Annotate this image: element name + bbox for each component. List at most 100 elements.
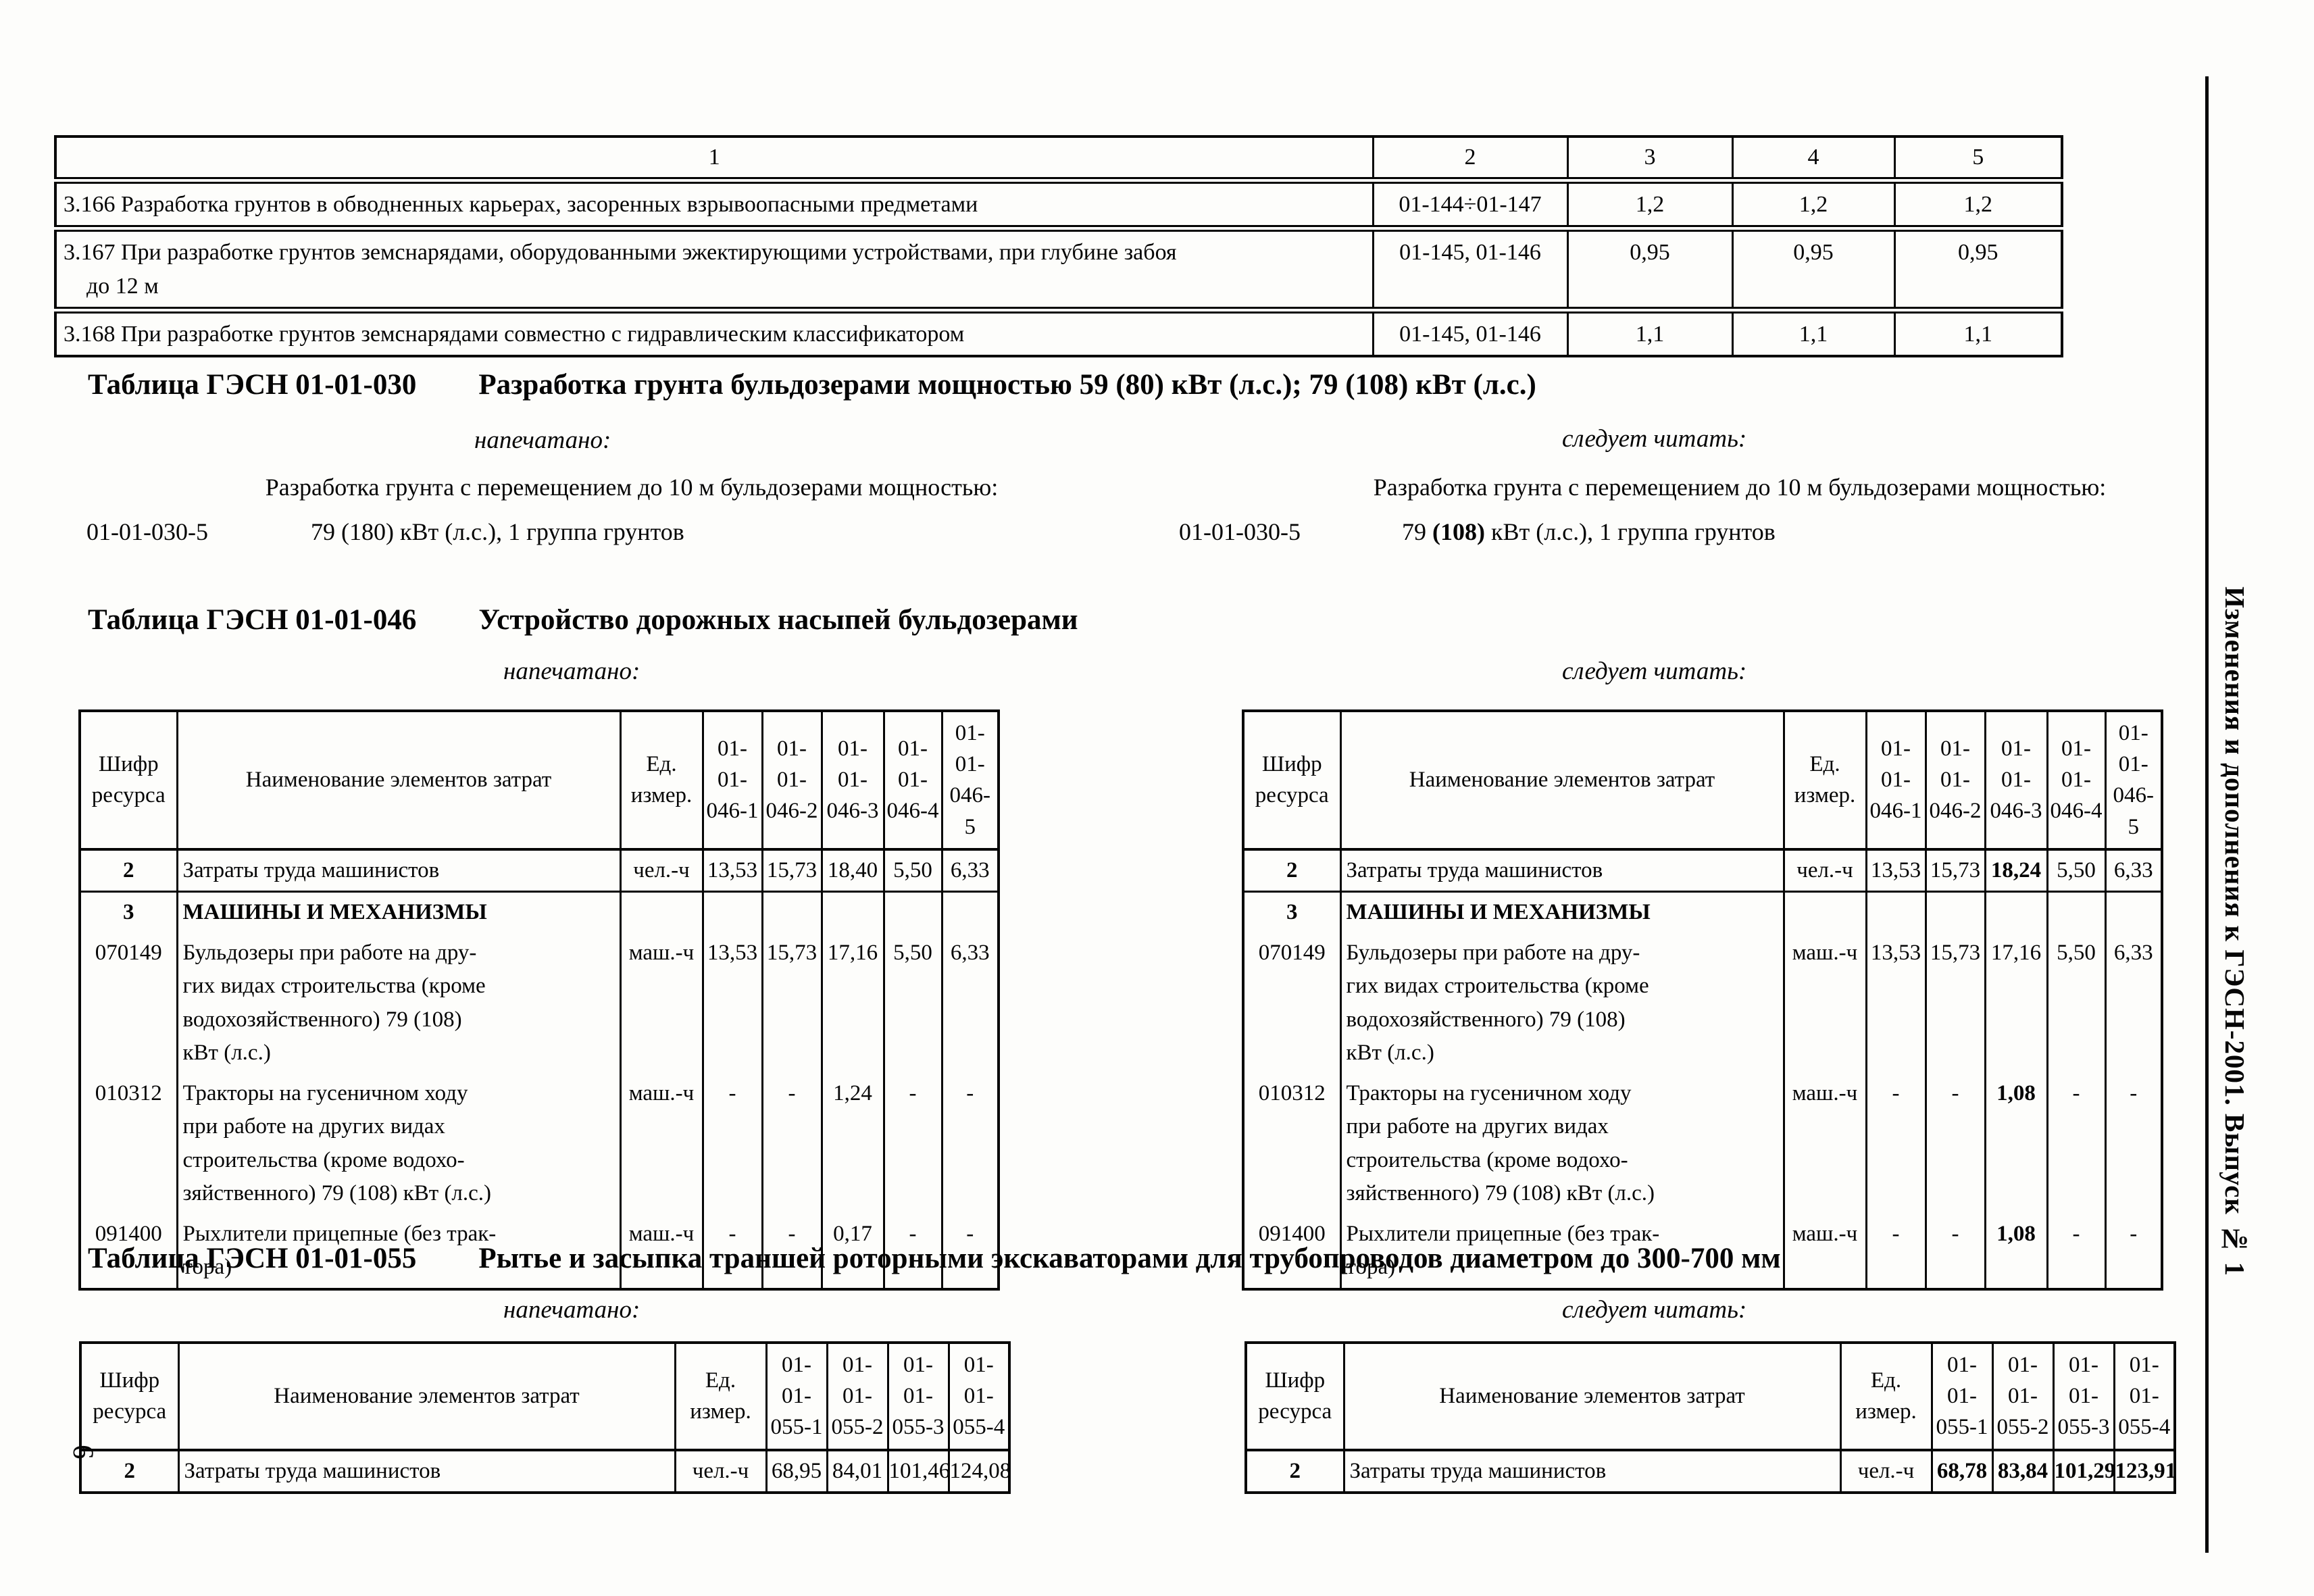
unit-cell: маш.-ч [619, 1214, 703, 1289]
value-cell-corrected: 83,84 [1991, 1449, 2053, 1493]
name-cell: Бульдозеры при работе на дру- гих видах … [1339, 932, 1784, 1074]
table-row: 2 Затраты труда машинистов чел.-ч 13,53 … [1243, 849, 2162, 893]
corrected-046-table: Шифр ресурса Наименование элементов затр… [1242, 709, 2163, 1291]
gesn-header-row: Шифр ресурса Наименование элементов затр… [1243, 711, 2162, 851]
value-cell: 15,73 [761, 932, 822, 1074]
value-cell: - [1865, 1073, 1926, 1214]
table-description: Рытье и засыпка траншей роторными экскав… [478, 1243, 1781, 1274]
value-cell [882, 891, 942, 933]
value-cell [1865, 891, 1926, 933]
name-cell: Бульдозеры при работе на дру- гих видах … [176, 932, 620, 1074]
table-row: 3 МАШИНЫ И МЕХАНИЗМЫ [1243, 891, 2162, 933]
unit-header: Ед. измер. [1839, 1343, 1932, 1451]
factor-value-cell: 1,2 [1893, 180, 2062, 232]
value-cell: 5,50 [882, 932, 942, 1074]
factor-value-cell: 1,2 [1566, 180, 1732, 232]
factors-header-row: 1 2 3 4 5 [55, 136, 2062, 184]
column-header: 4 [1731, 136, 1894, 184]
value-cell: - [761, 1073, 822, 1214]
unit-cell: чел.-ч [1839, 1449, 1932, 1493]
value-cell: 15,73 [1924, 932, 1985, 1074]
value-cell-corrected: 123,91 [2113, 1449, 2176, 1493]
name-cell: Затраты труда машинистов [1342, 1449, 1840, 1493]
value-cell: - [882, 1214, 942, 1289]
resource-code-cell: 010312 [1258, 1080, 1326, 1105]
value-cell: 5,50 [882, 849, 942, 893]
norm-col-header: 01-01- 046-2 [761, 711, 822, 851]
printed-label: напечатано: [503, 1296, 640, 1324]
value-cell [761, 891, 822, 933]
resource-code-cell: 070149 [95, 940, 162, 965]
printed-046-table: Шифр ресурса Наименование элементов затр… [78, 709, 1000, 1291]
factor-codes-cell: 01-145, 01-146 [1372, 309, 1567, 357]
gesn-header-row: Шифр ресурса Наименование элементов затр… [80, 1343, 1009, 1451]
value-cell: - [761, 1214, 822, 1289]
value-cell [940, 891, 999, 933]
value-cell: 17,16 [820, 932, 884, 1074]
value-cell: - [2046, 1214, 2105, 1289]
table-row: 070149 Бульдозеры при работе на дру- гих… [80, 932, 999, 1074]
item-text: 79 [1402, 518, 1432, 545]
value-cell: 15,73 [1924, 849, 1985, 893]
norm-col-header: 01-01- 046-1 [701, 711, 762, 851]
value-cell: - [2104, 1214, 2162, 1289]
value-cell: 13,53 [701, 932, 762, 1074]
norm-col-header: 01-01- 046-4 [882, 711, 942, 851]
factor-name-cell: 3.167 При разработке грунтов земснарядам… [55, 228, 1373, 314]
factor-value-cell: 1,2 [1731, 180, 1894, 232]
corrected-item-code-030: 01-01-030-5 [1179, 518, 1301, 545]
value-cell: - [882, 1073, 942, 1214]
name-header: Наименование элементов затрат [177, 1343, 675, 1451]
printed-intro-030: Разработка грунта с перемещением до 10 м… [265, 474, 999, 501]
table-row: 3.166 Разработка грунтов в обводненных к… [55, 180, 2062, 232]
unit-cell: маш.-ч [619, 932, 703, 1074]
value-cell: 6,33 [2104, 932, 2162, 1074]
name-cell: МАШИНЫ И МЕХАНИЗМЫ [1339, 891, 1784, 933]
value-cell: - [701, 1214, 762, 1289]
value-cell: 84,01 [826, 1449, 888, 1493]
resource-code-cell: 2 [1243, 849, 1340, 893]
factor-codes-cell: 01-145, 01-146 [1372, 228, 1567, 314]
value-cell: - [940, 1214, 999, 1289]
resource-code-cell: 3 [123, 900, 134, 925]
unit-cell: маш.-ч [1782, 1073, 1866, 1214]
unit-cell: маш.-ч [1782, 932, 1866, 1074]
table-row: 091400 Рыхлители прицепные (без трак- то… [80, 1214, 999, 1289]
section-030-title: Таблица ГЭСН 01-01-030 Разработка грунта … [88, 368, 1536, 401]
resource-code-header: Шифр ресурса [80, 711, 177, 851]
item-text: кВт (л.с.), 1 группа грунтов [393, 518, 684, 545]
gesn-header-row: Шифр ресурса Наименование элементов затр… [80, 711, 999, 851]
table-row: 3 МАШИНЫ И МЕХАНИЗМЫ [80, 891, 999, 933]
name-cell: Тракторы на гусеничном ходу при работе н… [176, 1073, 620, 1214]
unit-cell: чел.-ч [674, 1449, 766, 1493]
printed-label: напечатано: [474, 426, 611, 454]
norm-col-header: 01-01- 046-1 [1865, 711, 1926, 851]
value-cell: 6,33 [940, 849, 999, 893]
printed-055-table: Шифр ресурса Наименование элементов затр… [79, 1341, 1011, 1495]
resource-code-cell: 2 [124, 1458, 136, 1483]
printed-item-code-030: 01-01-030-5 [86, 518, 208, 545]
norm-col-header: 01-01- 055-3 [886, 1343, 949, 1451]
item-text: кВт (л.с.), 1 группа грунтов [1484, 518, 1776, 545]
table-row: 3.168 При разработке грунтов земснарядам… [55, 309, 2062, 357]
factor-codes-cell: 01-144÷01-147 [1372, 180, 1567, 232]
table-code: Таблица ГЭСН 01-01-055 [88, 1243, 417, 1274]
item-text: 79 (180) [311, 518, 394, 545]
name-cell: Затраты труда машинистов [1339, 849, 1784, 893]
norm-col-header: 01-01- 046-5 [2104, 711, 2162, 851]
value-cell: 101,46 [886, 1449, 950, 1493]
correction-factors-table: 1 2 3 4 5 3.166 Разработка грунтов в обв… [54, 135, 2063, 358]
table-row: 010312 Тракторы на гусеничном ходу при р… [80, 1073, 999, 1214]
value-cell: 5,50 [2046, 849, 2105, 893]
table-row: 2 Затраты труда машинистов чел.-ч 13,53 … [80, 849, 999, 893]
should-read-label: следует читать: [1562, 1296, 1747, 1324]
value-cell: 6,33 [2104, 849, 2162, 893]
printed-item-030: 79 (180) кВт (л.с.), 1 группа грунтов [311, 518, 684, 546]
resource-code-header: Шифр ресурса [1243, 711, 1340, 851]
value-cell-corrected: 1,08 [1984, 1214, 2047, 1289]
resource-code-cell: 3 [1286, 900, 1298, 925]
should-read-label: следует читать: [1562, 657, 1747, 685]
printed-label: напечатано: [503, 657, 640, 685]
gesn-header-row: Шифр ресурса Наименование элементов затр… [1246, 1343, 2175, 1451]
